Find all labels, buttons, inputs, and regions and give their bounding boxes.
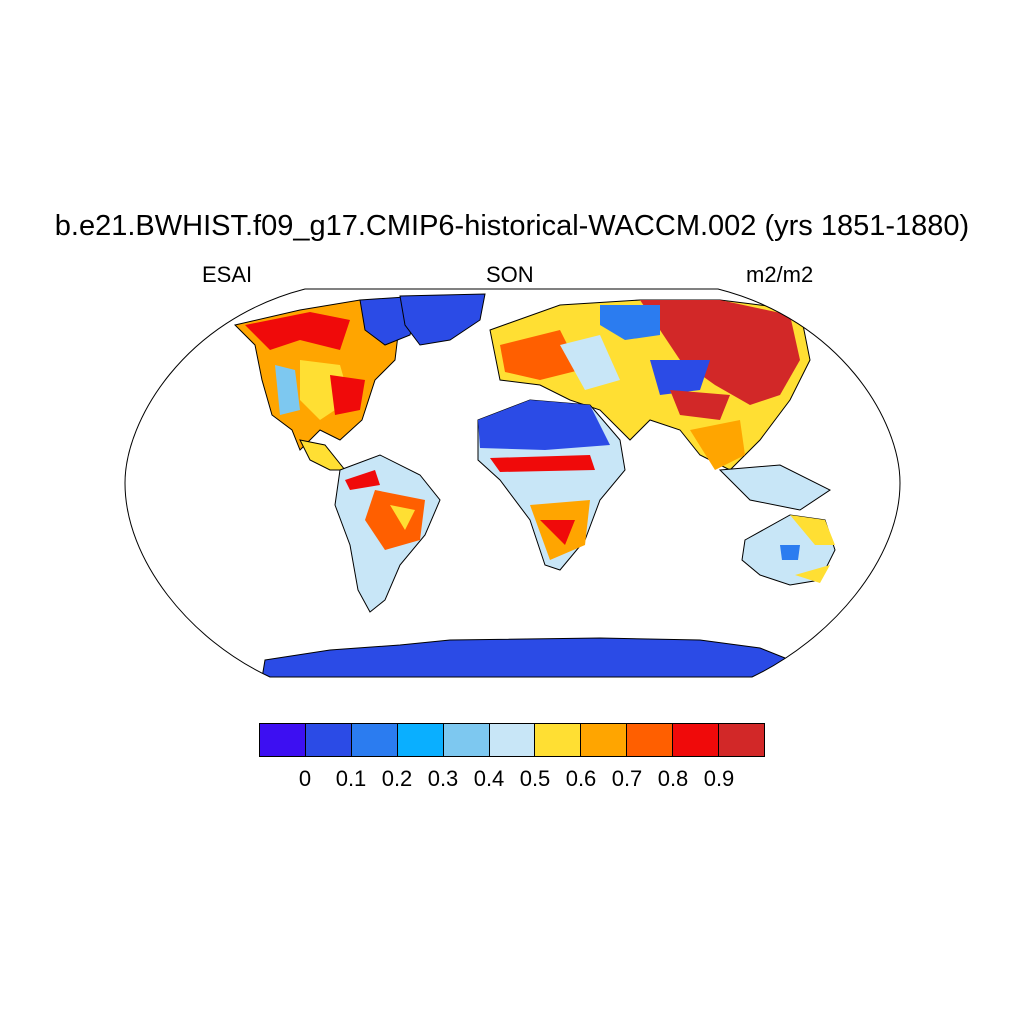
maritime-asia <box>718 464 831 511</box>
colorbar-box <box>305 724 352 756</box>
plot-title: b.e21.BWHIST.f09_g17.CMIP6-historical-WA… <box>54 210 970 242</box>
greenland <box>399 293 486 346</box>
eurasia <box>489 299 811 471</box>
colorbar-box <box>397 724 444 756</box>
antarctica <box>259 637 791 677</box>
colorbar <box>259 723 765 757</box>
variable-label: ESAI <box>202 262 253 287</box>
colorbar-tick-label: 0.7 <box>611 766 643 791</box>
map-border <box>124 288 901 678</box>
colorbar-tick-label: 0.9 <box>703 766 735 791</box>
colorbar-box <box>627 724 674 756</box>
colorbar-tick-label: 0.5 <box>519 766 551 791</box>
colorbar-tick-label: 0.1 <box>335 766 367 791</box>
colorbar-box <box>581 724 628 756</box>
africa <box>477 399 626 571</box>
colorbar-box <box>673 724 720 756</box>
units-label: m2/m2 <box>746 262 814 287</box>
colorbar-tick-label: 0.6 <box>565 766 597 791</box>
colorbar-tick-label: 0.3 <box>427 766 459 791</box>
colorbar-box <box>260 724 306 756</box>
australia <box>741 514 836 586</box>
south-america <box>334 454 441 613</box>
colorbar-tick-label: 0.4 <box>473 766 505 791</box>
colorbar-box <box>719 724 764 756</box>
season-label: SON <box>486 262 534 287</box>
colorbar-tick-label: 0.2 <box>381 766 413 791</box>
colorbar-box <box>489 724 536 756</box>
colorbar-box <box>443 724 490 756</box>
north-america <box>234 295 421 471</box>
colorbar-box <box>535 724 582 756</box>
colorbar-tick-label: 0 <box>298 766 312 791</box>
colorbar-box <box>351 724 398 756</box>
colorbar-tick-label: 0.8 <box>657 766 689 791</box>
